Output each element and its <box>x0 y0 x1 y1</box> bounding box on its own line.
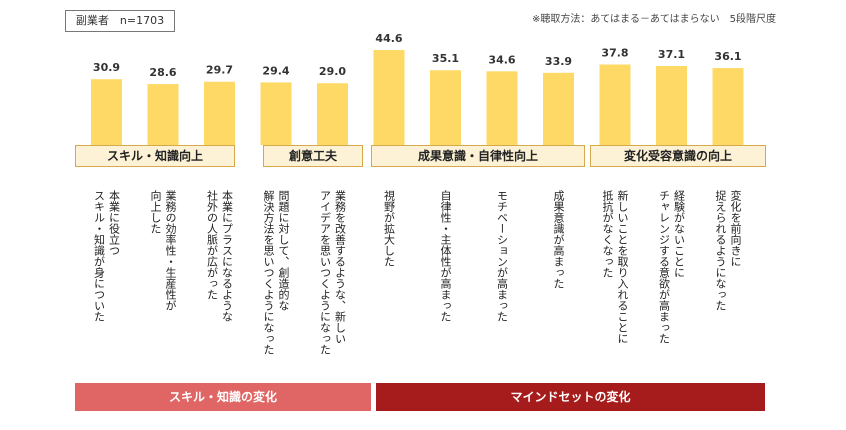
category-label-4: 問題に対して、創造的な 解決方法を思いつくようになった <box>262 190 290 355</box>
band-skill-change: スキル・知識の変化 <box>75 383 371 411</box>
bar-3 <box>204 81 235 145</box>
category-label-8: モチベーションが高まった <box>495 190 509 322</box>
bar-6 <box>373 50 405 145</box>
sample-size-label: 副業者 n=1703 <box>65 10 175 32</box>
bar-11 <box>656 65 687 145</box>
category-label-2: 業務の効率性・生産性が 向上した <box>149 190 177 311</box>
value-label-10: 37.8 <box>601 46 628 59</box>
category-label-9: 成果意識が高まった <box>552 190 565 289</box>
category-label-7: 自律性・主体性が高まった <box>439 190 452 322</box>
value-label-8: 34.6 <box>488 53 515 66</box>
category-label-3: 本業にプラスになるような 社外の人脈が広がった <box>205 190 234 322</box>
value-label-7: 35.1 <box>432 52 459 65</box>
value-label-3: 29.7 <box>206 64 233 77</box>
bar-10 <box>599 64 631 145</box>
bar-12 <box>712 68 744 145</box>
category-label-1: 本業に役立つ スキル・知識が身についた <box>92 190 121 322</box>
category-label-11: 経験がないことに チャレンジする意欲が高まった <box>657 190 686 344</box>
group-skill-knowledge: スキル・知識向上 <box>75 145 235 167</box>
value-label-12: 36.1 <box>714 50 741 63</box>
value-label-4: 29.4 <box>262 64 289 77</box>
category-label-5: 業務を改善するような、新しい アイデアを思いつくようになった <box>318 190 347 355</box>
value-label-2: 28.6 <box>149 66 176 79</box>
bar-8 <box>486 71 518 145</box>
value-label-9: 33.9 <box>545 55 572 68</box>
band-mindset-change: マインドセットの変化 <box>376 383 765 411</box>
value-label-6: 44.6 <box>375 32 402 45</box>
value-label-1: 30.9 <box>93 61 120 74</box>
value-label-11: 37.1 <box>658 48 685 61</box>
bar-1 <box>91 79 122 145</box>
group-creativity: 創意工夫 <box>263 145 363 167</box>
category-label-10: 新しいことを取り入れることに 抵抗がなくなった <box>601 190 629 344</box>
group-change-acceptance: 変化受容意識の向上 <box>590 145 766 167</box>
bar-9 <box>543 72 574 145</box>
bar-4 <box>260 82 292 145</box>
group-performance-autonomy: 成果意識・自律性向上 <box>371 145 585 167</box>
bar-5 <box>317 83 348 145</box>
bar-2 <box>147 84 179 145</box>
value-label-5: 29.0 <box>319 65 346 78</box>
bar-7 <box>430 70 461 145</box>
category-label-6: 視野が拡大した <box>382 190 396 267</box>
category-label-12: 変化を前向きに 捉えられるようになった <box>714 190 742 311</box>
scale-note: ※聴取方法：あてはまる－あてはまらない 5段階尺度 <box>532 14 776 25</box>
